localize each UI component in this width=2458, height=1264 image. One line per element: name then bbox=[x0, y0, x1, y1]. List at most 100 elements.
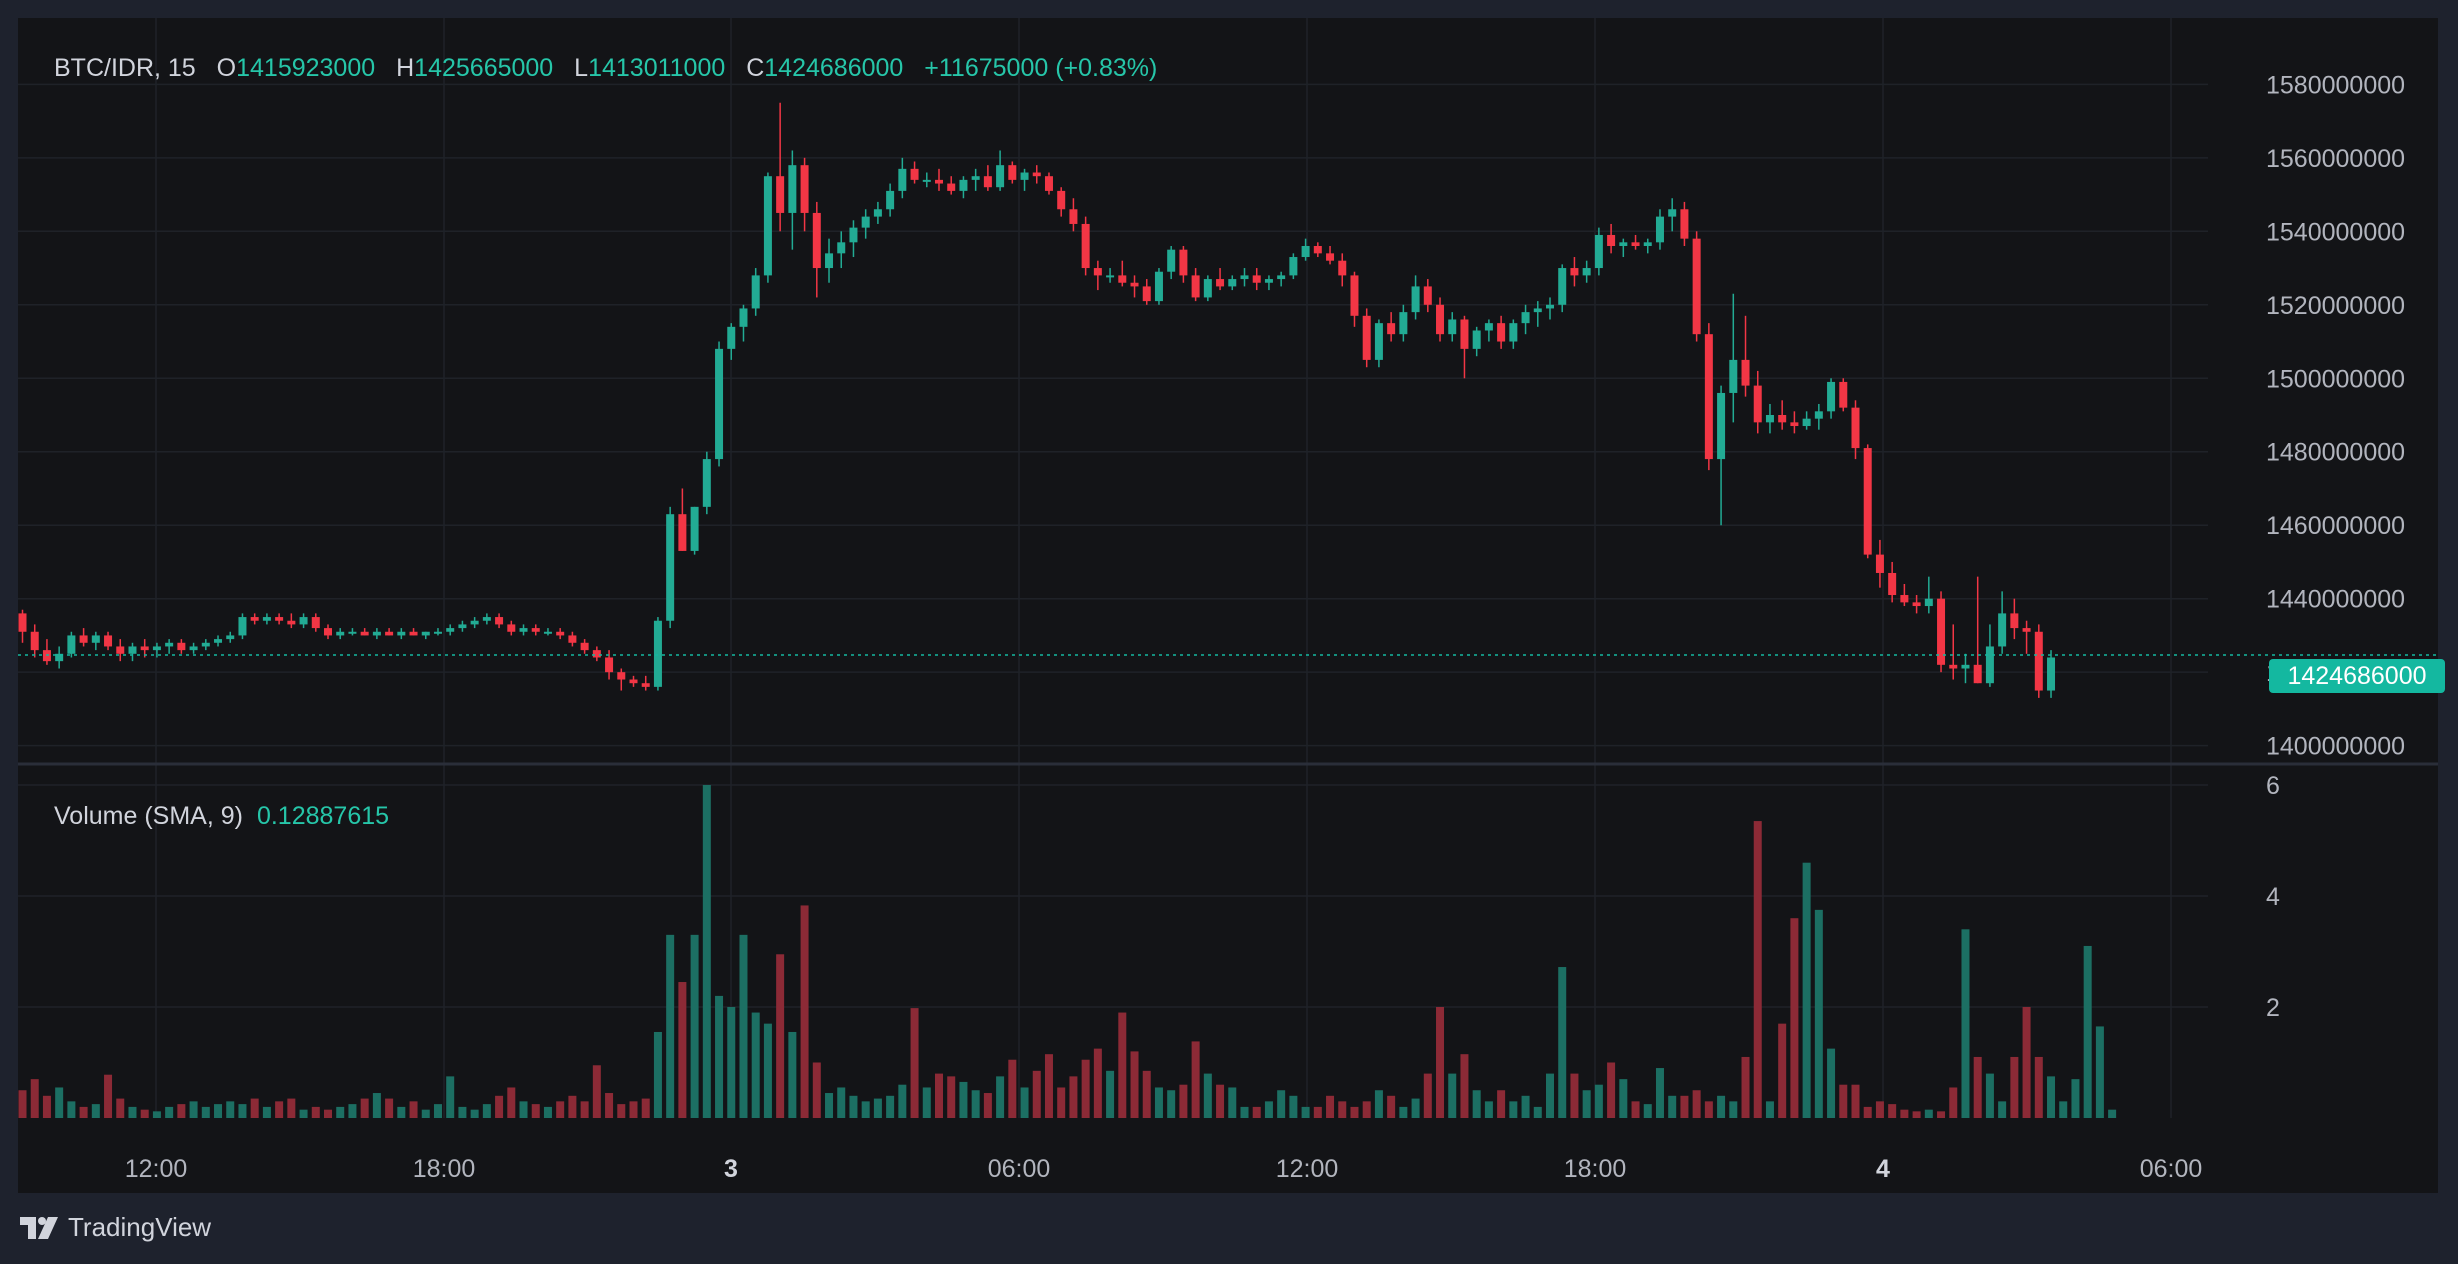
tradingview-footer[interactable]: TradingView bbox=[20, 1212, 211, 1243]
candle bbox=[641, 675, 650, 691]
candle-body bbox=[201, 642, 210, 647]
candle bbox=[629, 675, 638, 687]
candle bbox=[1154, 268, 1163, 305]
candle bbox=[898, 157, 907, 199]
volume-bar bbox=[1717, 1095, 1726, 1118]
candle-body bbox=[311, 617, 320, 629]
time-axis[interactable]: 12:00 18:00 3 06:00 12:00 18:00 4 06:00 bbox=[125, 1155, 2203, 1183]
volume-bar bbox=[214, 1104, 223, 1118]
candle bbox=[2010, 598, 2019, 640]
volume-bar bbox=[727, 1007, 736, 1118]
candle bbox=[287, 613, 296, 629]
volume-indicator-label[interactable]: Volume (SMA, 9) bbox=[54, 802, 243, 830]
candle bbox=[1472, 326, 1481, 357]
candle-body bbox=[861, 216, 870, 228]
candle-body bbox=[1399, 312, 1408, 335]
volume-bar bbox=[1264, 1101, 1273, 1118]
volume-bar bbox=[715, 995, 724, 1118]
candle-body bbox=[1631, 242, 1640, 246]
close-value: 1424686000 bbox=[764, 54, 904, 82]
chart-canvas[interactable]: 1400000000142000000014400000001460000000… bbox=[18, 18, 2438, 1193]
candle-body bbox=[1436, 304, 1445, 335]
candle-body bbox=[1069, 209, 1078, 224]
candle-body bbox=[1961, 664, 1970, 669]
volume-bar bbox=[1313, 1106, 1322, 1118]
candle-body bbox=[825, 253, 834, 269]
volume-bar bbox=[140, 1109, 149, 1118]
price-axis[interactable]: 1400000000142000000014400000001460000000… bbox=[2266, 71, 2405, 760]
volume-bar bbox=[1472, 1090, 1481, 1118]
volume-bar bbox=[55, 1087, 64, 1118]
candle-body bbox=[458, 624, 467, 629]
candle-body bbox=[1191, 275, 1200, 298]
candle bbox=[1142, 279, 1151, 305]
symbol-name[interactable]: BTC/IDR, 15 bbox=[54, 54, 196, 82]
candle-body bbox=[1546, 304, 1554, 309]
candle-body bbox=[336, 631, 345, 636]
candle bbox=[360, 628, 369, 636]
candle bbox=[1118, 260, 1127, 287]
candle-body bbox=[1203, 279, 1212, 298]
candle-body bbox=[886, 190, 895, 210]
candle-body bbox=[788, 165, 797, 213]
volume-bar bbox=[2108, 1109, 2117, 1118]
candle bbox=[1338, 253, 1347, 287]
candle bbox=[1399, 304, 1408, 342]
volume-bar bbox=[1240, 1106, 1249, 1118]
candle bbox=[751, 268, 760, 316]
volume-bar bbox=[861, 1101, 870, 1118]
candle bbox=[372, 628, 381, 640]
candle-body bbox=[1851, 407, 1860, 449]
candle bbox=[1985, 624, 1994, 687]
candle bbox=[1717, 385, 1726, 526]
candle-body bbox=[372, 631, 381, 636]
candle bbox=[1460, 315, 1469, 379]
volume-bar bbox=[1973, 1056, 1982, 1118]
candle bbox=[79, 628, 88, 647]
candle bbox=[446, 624, 455, 636]
candle-body bbox=[55, 653, 64, 662]
candle bbox=[1753, 370, 1762, 434]
time-tick-label: 06:00 bbox=[2140, 1155, 2203, 1183]
candle-body bbox=[446, 628, 455, 632]
candle-body bbox=[922, 179, 931, 182]
volume-bar bbox=[446, 1076, 455, 1118]
volume-bar bbox=[238, 1104, 247, 1118]
candle-body bbox=[873, 209, 882, 217]
volume-bar bbox=[1191, 1041, 1200, 1118]
candle bbox=[519, 624, 528, 636]
candle bbox=[1313, 242, 1322, 258]
volume-bar bbox=[1729, 1101, 1738, 1118]
candle bbox=[1863, 444, 1872, 559]
volume-bar bbox=[67, 1101, 76, 1118]
candle bbox=[543, 628, 552, 636]
time-tick-label: 4 bbox=[1876, 1155, 1890, 1183]
volume-bar bbox=[385, 1098, 394, 1118]
volume-bar bbox=[1692, 1090, 1701, 1118]
candle bbox=[1521, 304, 1530, 335]
candle-body bbox=[1924, 598, 1933, 607]
candle bbox=[1839, 378, 1848, 412]
candle-body bbox=[556, 631, 565, 636]
volume-bar bbox=[605, 1093, 614, 1118]
volume-bar bbox=[311, 1106, 320, 1118]
volume-bar bbox=[763, 1023, 772, 1118]
candle-body bbox=[1839, 381, 1848, 408]
candle-body bbox=[385, 631, 394, 636]
candle bbox=[1179, 246, 1188, 283]
candle bbox=[1423, 279, 1432, 313]
candle-body bbox=[849, 227, 858, 243]
candle bbox=[18, 609, 27, 643]
volume-bar bbox=[812, 1062, 821, 1118]
candle bbox=[421, 631, 430, 640]
candle bbox=[262, 613, 271, 625]
candle bbox=[1900, 584, 1909, 607]
volume-bar bbox=[507, 1087, 516, 1118]
candle-body bbox=[800, 165, 809, 213]
volume-bar bbox=[299, 1109, 308, 1118]
volume-legend: Volume (SMA, 9) 0.12887615 bbox=[54, 802, 389, 831]
candle bbox=[397, 628, 406, 640]
volume-bar bbox=[275, 1101, 284, 1118]
candle-body bbox=[1472, 330, 1481, 349]
volume-bar bbox=[886, 1095, 895, 1118]
